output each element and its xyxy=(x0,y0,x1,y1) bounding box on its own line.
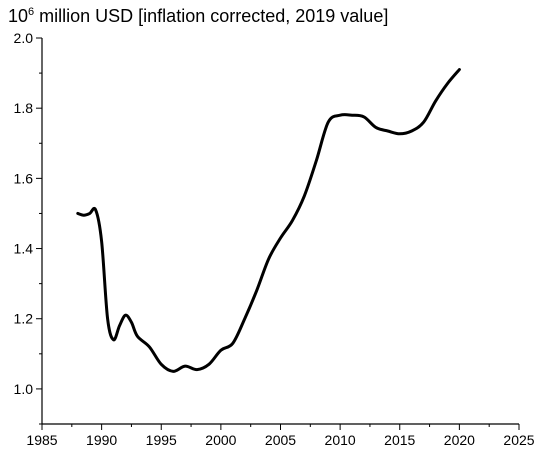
series-line xyxy=(76,68,461,373)
x-tick-label: 2000 xyxy=(205,432,236,448)
y-tick-label: 1.4 xyxy=(14,241,34,257)
y-tick-label: 1.6 xyxy=(14,170,34,186)
y-tick-label: 1.8 xyxy=(14,100,34,116)
chart-title: 106 million USD [inflation corrected, 20… xyxy=(8,6,388,27)
x-tick-label: 2020 xyxy=(444,432,475,448)
plot-area xyxy=(76,68,461,373)
title-base: 10 xyxy=(8,6,29,26)
axes: 1985 1990 1995 2000 2005 2010 2015 2020 2025 1.0 1… xyxy=(14,30,535,448)
x-tick-label: 1995 xyxy=(146,432,177,448)
x-tick-label: 2005 xyxy=(265,432,296,448)
x-tick-label: 1990 xyxy=(86,432,117,448)
y-tick-label: 1.0 xyxy=(14,381,34,397)
x-tick-label: 1985 xyxy=(26,432,57,448)
title-rest: million USD [inflation corrected, 2019 v… xyxy=(34,6,389,26)
x-tick-label: 2015 xyxy=(384,432,415,448)
x-tick-label: 2010 xyxy=(325,432,356,448)
x-tick-label: 2025 xyxy=(503,432,534,448)
y-tick-label: 2.0 xyxy=(14,30,34,46)
title-exponent: 6 xyxy=(28,6,35,18)
y-tick-label: 1.2 xyxy=(14,311,34,327)
